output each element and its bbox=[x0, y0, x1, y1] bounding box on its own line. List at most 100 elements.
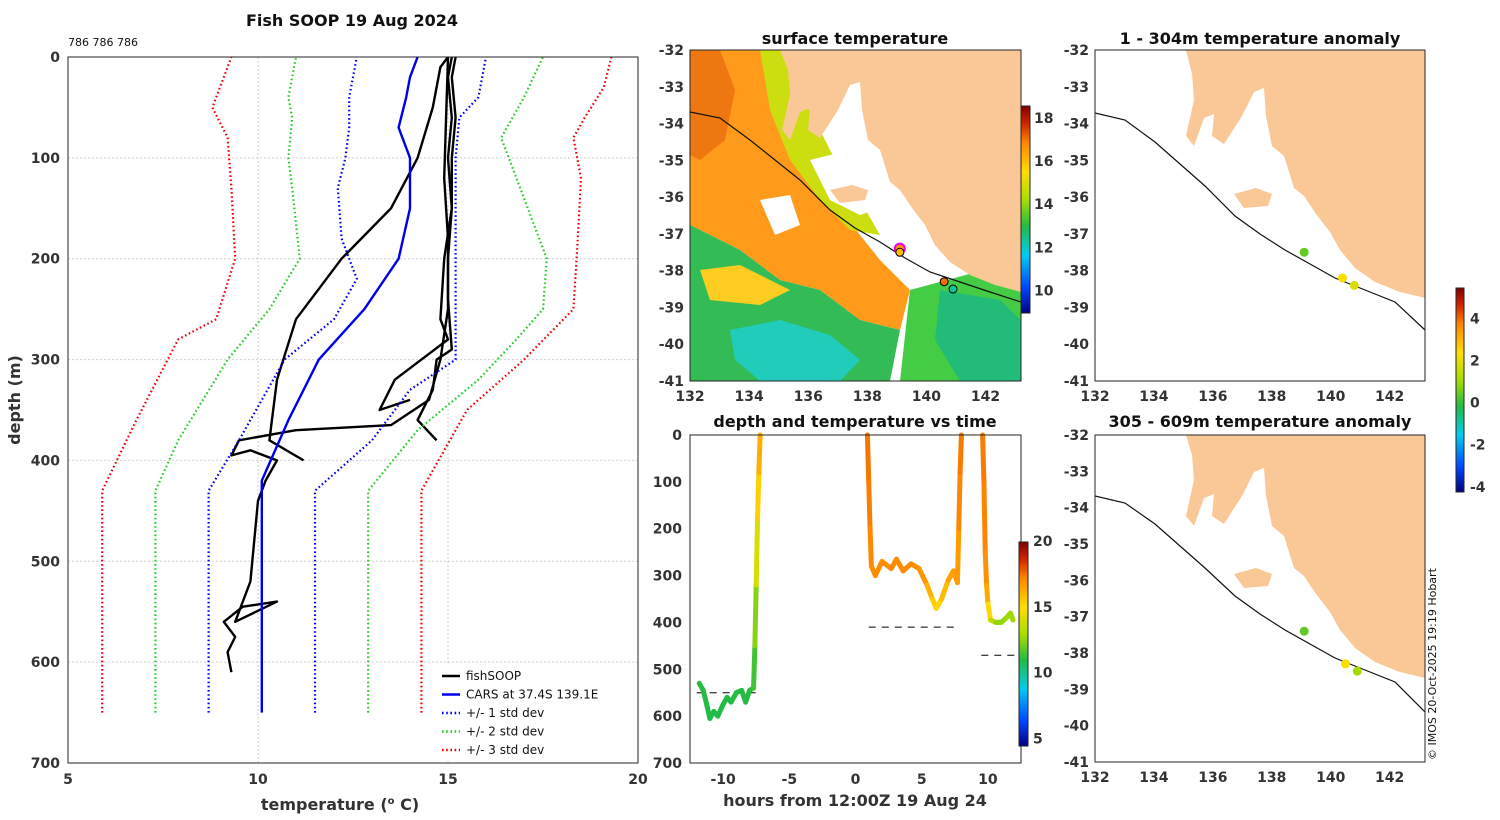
sst-cloud-gap-2 bbox=[760, 195, 800, 235]
profile-series-line bbox=[154, 56, 301, 713]
depth-time-y-tick-label: 600 bbox=[653, 709, 682, 725]
profile-series-line bbox=[313, 56, 488, 713]
anomaly-deep-map bbox=[1095, 435, 1425, 762]
sst-x-tick-label: 140 bbox=[912, 389, 941, 405]
anomaly-shallow-y-tick-label: -34 bbox=[1064, 117, 1090, 133]
sst-x-tick-label: 134 bbox=[734, 389, 763, 405]
depth-time-colorbar-ticks: 5 10 15 20 bbox=[1033, 534, 1053, 747]
profile-y-tick-label: 200 bbox=[31, 252, 60, 268]
profile-series-line bbox=[367, 56, 548, 713]
anomaly-shallow-y-tick-label: -37 bbox=[1064, 227, 1089, 243]
anomaly-colorbar-tick-label: 2 bbox=[1470, 354, 1480, 370]
profile-x-label-superscript: o bbox=[388, 796, 395, 807]
depth-time-x-tick-label: -10 bbox=[710, 772, 736, 788]
profile-legend: fishSOOP CARS at 37.4S 139.1E +/- 1 std de… bbox=[436, 663, 634, 759]
sst-cloud-gap bbox=[810, 150, 890, 215]
anomaly-deep-panel: 305 - 609m temperature anomaly 132 134 136… bbox=[1064, 412, 1426, 786]
profile-y-ticks: 0 100 200 300 400 500 600 700 bbox=[31, 50, 60, 772]
profile-series-line bbox=[260, 56, 419, 713]
depth-time-y-tick-label: 500 bbox=[653, 662, 682, 678]
sst-y-tick-label: -32 bbox=[659, 43, 684, 59]
anomaly-shallow-y-tick-label: -40 bbox=[1064, 337, 1090, 353]
sst-y-tick-label: -34 bbox=[659, 117, 685, 133]
anomaly-deep-y-tick-label: -38 bbox=[1064, 646, 1089, 662]
depth-time-x-tick-label: 10 bbox=[978, 772, 998, 788]
legend-label: CARS at 37.4S 139.1E bbox=[466, 688, 598, 702]
depth-trace-segment bbox=[957, 432, 964, 475]
anomaly-shallow-panel: 1 - 304m temperature anomaly 132 134 136 13… bbox=[1064, 29, 1426, 405]
depth-time-x-ticks: -10 -5 0 5 10 bbox=[710, 772, 997, 788]
figure-id-text: 786 786 786 bbox=[68, 36, 138, 49]
sst-x-tick-label: 138 bbox=[853, 389, 882, 405]
anomaly-deep-frame bbox=[1094, 434, 1426, 763]
depth-trace-segment bbox=[866, 479, 873, 532]
profile-series-line bbox=[378, 56, 453, 412]
anomaly-shallow-title: 1 - 304m temperature anomaly bbox=[1120, 29, 1401, 48]
sst-warm-patch bbox=[700, 265, 790, 305]
anomaly-deep-x-tick-label: 132 bbox=[1080, 770, 1109, 786]
profile-x-label-main: temperature ( bbox=[261, 795, 388, 814]
anomaly-colorbar-ticks: -4 -2 0 2 4 bbox=[1470, 312, 1486, 496]
sst-map-panel: surface temperature 132 134 136 138 140 142 -… bbox=[659, 29, 1054, 405]
anomaly-shallow-x-tick-label: 132 bbox=[1080, 389, 1109, 405]
anomaly-deep-x-tick-label: 138 bbox=[1257, 770, 1286, 786]
profile-series-line bbox=[268, 56, 449, 462]
legend-label: +/- 3 std dev bbox=[466, 743, 544, 757]
anomaly-shallow-contour bbox=[1095, 112, 1425, 331]
anomaly-deep-y-tick-label: -32 bbox=[1064, 428, 1089, 444]
legend-label: +/- 1 std dev bbox=[466, 706, 544, 720]
profile-x-tick-label: 15 bbox=[438, 772, 457, 788]
anomaly-deep-y-tick-label: -33 bbox=[1064, 464, 1089, 480]
anomaly-shallow-island bbox=[1234, 188, 1272, 208]
anomaly-shallow-x-tick-label: 138 bbox=[1257, 389, 1286, 405]
profile-x-label: temperature (o C) bbox=[261, 795, 419, 814]
anomaly-deep-points bbox=[1299, 626, 1362, 676]
anomaly-shallow-x-tick-label: 134 bbox=[1139, 389, 1168, 405]
anomaly-deep-land bbox=[1186, 435, 1425, 678]
anomaly-shallow-points bbox=[1299, 247, 1359, 290]
anomaly-shallow-y-tick-label: -41 bbox=[1064, 374, 1089, 390]
profile-x-tick-label: 5 bbox=[63, 772, 73, 788]
anomaly-deep-x-tick-label: 140 bbox=[1316, 770, 1345, 786]
anomaly-shallow-y-tick-label: -36 bbox=[1064, 190, 1089, 206]
sst-map-content bbox=[690, 50, 1021, 381]
depth-trace-segment bbox=[751, 643, 758, 691]
legend-box bbox=[436, 663, 634, 759]
depth-time-y-tick-label: 400 bbox=[653, 615, 682, 631]
sst-land bbox=[780, 50, 1021, 292]
depth-trace-segment bbox=[980, 432, 987, 485]
anomaly-colorbar bbox=[1455, 287, 1465, 493]
depth-time-title: depth and temperature vs time bbox=[713, 412, 996, 431]
anomaly-deep-x-tick-label: 136 bbox=[1198, 770, 1227, 786]
depth-trace-segment bbox=[752, 582, 759, 649]
anomaly-shallow-x-tick-label: 140 bbox=[1316, 389, 1345, 405]
sst-y-tick-label: -37 bbox=[659, 227, 684, 243]
profile-x-tick-label: 10 bbox=[248, 772, 268, 788]
depth-trace-segment bbox=[756, 432, 763, 475]
kangaroo-island bbox=[830, 185, 868, 203]
credit-text: © IMOS 20-Oct-2025 19:19 Hobart bbox=[1426, 567, 1439, 760]
profile-y-tick-label: 600 bbox=[31, 655, 60, 671]
sst-hot-region bbox=[690, 50, 735, 160]
depth-trace-segment bbox=[939, 577, 951, 602]
legend-label: +/- 2 std dev bbox=[466, 725, 544, 739]
profile-x-ticks: 5 10 15 20 bbox=[63, 772, 648, 788]
depth-trace-segment bbox=[867, 526, 874, 569]
sst-y-ticks: -32 -33 -34 -35 -36 -37 -38 -39 -40 -41 bbox=[659, 43, 685, 390]
anomaly-deep-x-tick-label: 142 bbox=[1375, 770, 1404, 786]
depth-time-x-tick-label: -5 bbox=[782, 772, 798, 788]
depth-time-panel: depth and temperature vs time -10 -5 0 5 10 … bbox=[653, 412, 1053, 810]
sst-colorbar-tick-label: 18 bbox=[1034, 111, 1053, 127]
depth-trace-segment bbox=[985, 601, 994, 623]
profile-title: Fish SOOP 19 Aug 2024 bbox=[246, 11, 458, 30]
depth-time-colorbar-tick-label: 5 bbox=[1033, 731, 1043, 747]
depth-trace-segment bbox=[700, 687, 710, 710]
profile-grid bbox=[67, 56, 639, 764]
depth-trace-segment bbox=[981, 479, 988, 555]
sst-shelf-cool bbox=[935, 290, 1021, 381]
profile-series bbox=[101, 56, 613, 713]
sst-y-tick-label: -36 bbox=[659, 190, 684, 206]
sst-x-tick-label: 132 bbox=[675, 389, 704, 405]
sst-colorbar-tick-label: 10 bbox=[1034, 283, 1054, 299]
anomaly-deep-x-ticks: 132 134 136 138 140 142 bbox=[1080, 770, 1404, 786]
